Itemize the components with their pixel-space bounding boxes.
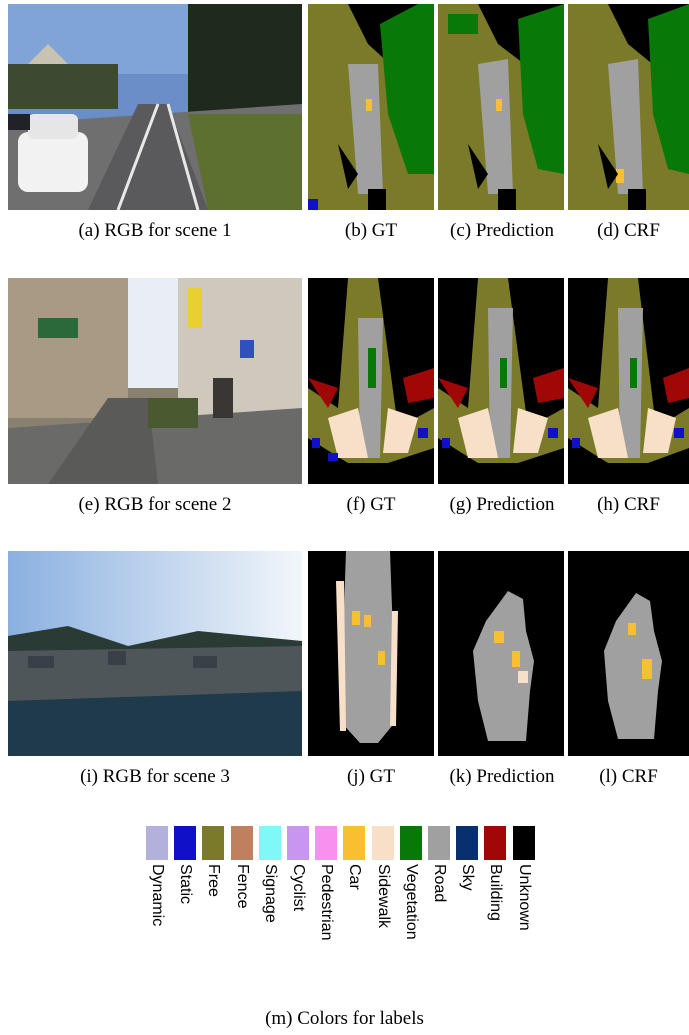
legend-swatch-dynamic bbox=[146, 826, 168, 860]
legend-label-sky: Sky bbox=[459, 864, 477, 891]
legend-label-pedestrian: Pedestrian bbox=[318, 864, 336, 941]
caption-j: (j) GT bbox=[346, 766, 395, 787]
legend-swatch-sky bbox=[456, 826, 479, 860]
legend-label-road: Road bbox=[431, 864, 448, 903]
legend-label-fence: Fence bbox=[233, 864, 251, 909]
legend-swatch-road bbox=[428, 826, 450, 860]
caption-b: (b) GT bbox=[344, 220, 398, 241]
legend-label-building: Building bbox=[487, 864, 505, 921]
legend-swatch-building bbox=[484, 826, 507, 860]
gt-scene-1-image bbox=[308, 4, 434, 210]
caption-f: (f) GT bbox=[346, 494, 396, 515]
prediction-scene-3-image bbox=[438, 551, 564, 756]
legend-swatch-vegetation bbox=[399, 826, 422, 860]
rgb-scene-2-image bbox=[8, 278, 302, 484]
caption-e: (e) RGB for scene 2 bbox=[78, 494, 232, 515]
legend-label-dynamic: Dynamic bbox=[149, 864, 166, 927]
legend-label-vegetation: Vegetation bbox=[402, 864, 420, 940]
legend-label-car: Car bbox=[346, 864, 364, 890]
caption-h: (h) CRF bbox=[597, 494, 660, 515]
legend-label-free: Free bbox=[205, 864, 223, 897]
caption-k: (k) Prediction bbox=[449, 766, 555, 787]
rgb-scene-3-image bbox=[8, 551, 302, 756]
crf-scene-1-image bbox=[568, 4, 689, 210]
legend-swatch-car bbox=[343, 826, 366, 860]
prediction-scene-1-image bbox=[438, 4, 564, 210]
caption-l: (l) CRF bbox=[599, 766, 658, 787]
prediction-scene-2-image bbox=[438, 278, 564, 484]
caption-d: (d) CRF bbox=[597, 220, 660, 241]
legend-swatch-signage bbox=[258, 826, 281, 860]
legend-swatch-cyclist bbox=[287, 826, 309, 860]
legend-label-sidewalk: Sidewalk bbox=[374, 864, 392, 929]
caption-g: (g) Prediction bbox=[449, 494, 555, 515]
gt-scene-3-image bbox=[308, 551, 434, 756]
legend-swatch-fence bbox=[230, 826, 253, 860]
caption-m: (m) Colors for labels bbox=[265, 1008, 424, 1029]
crf-scene-2-image bbox=[568, 278, 689, 484]
legend-label-signage: Signage bbox=[261, 864, 279, 923]
legend-label-unknown: Unknown bbox=[515, 864, 533, 931]
legend-swatch-pedestrian bbox=[315, 826, 338, 860]
legend-swatch-free bbox=[202, 826, 225, 860]
caption-i: (i) RGB for scene 3 bbox=[80, 766, 230, 787]
legend-label-static: Static bbox=[177, 864, 195, 905]
legend-swatch-static bbox=[174, 826, 197, 860]
legend-label-cyclist: Cyclist bbox=[290, 864, 307, 912]
color-legend: Dynamic Static Free Fence Signage Cyclist Pede… bbox=[146, 826, 546, 996]
legend-swatch-sidewalk bbox=[371, 826, 394, 860]
caption-a: (a) RGB for scene 1 bbox=[78, 220, 232, 241]
caption-c: (c) Prediction bbox=[450, 220, 554, 241]
gt-scene-2-image bbox=[308, 278, 434, 484]
legend-swatch-unknown bbox=[512, 826, 535, 860]
crf-scene-3-image bbox=[568, 551, 689, 756]
rgb-scene-1-image bbox=[8, 4, 302, 210]
